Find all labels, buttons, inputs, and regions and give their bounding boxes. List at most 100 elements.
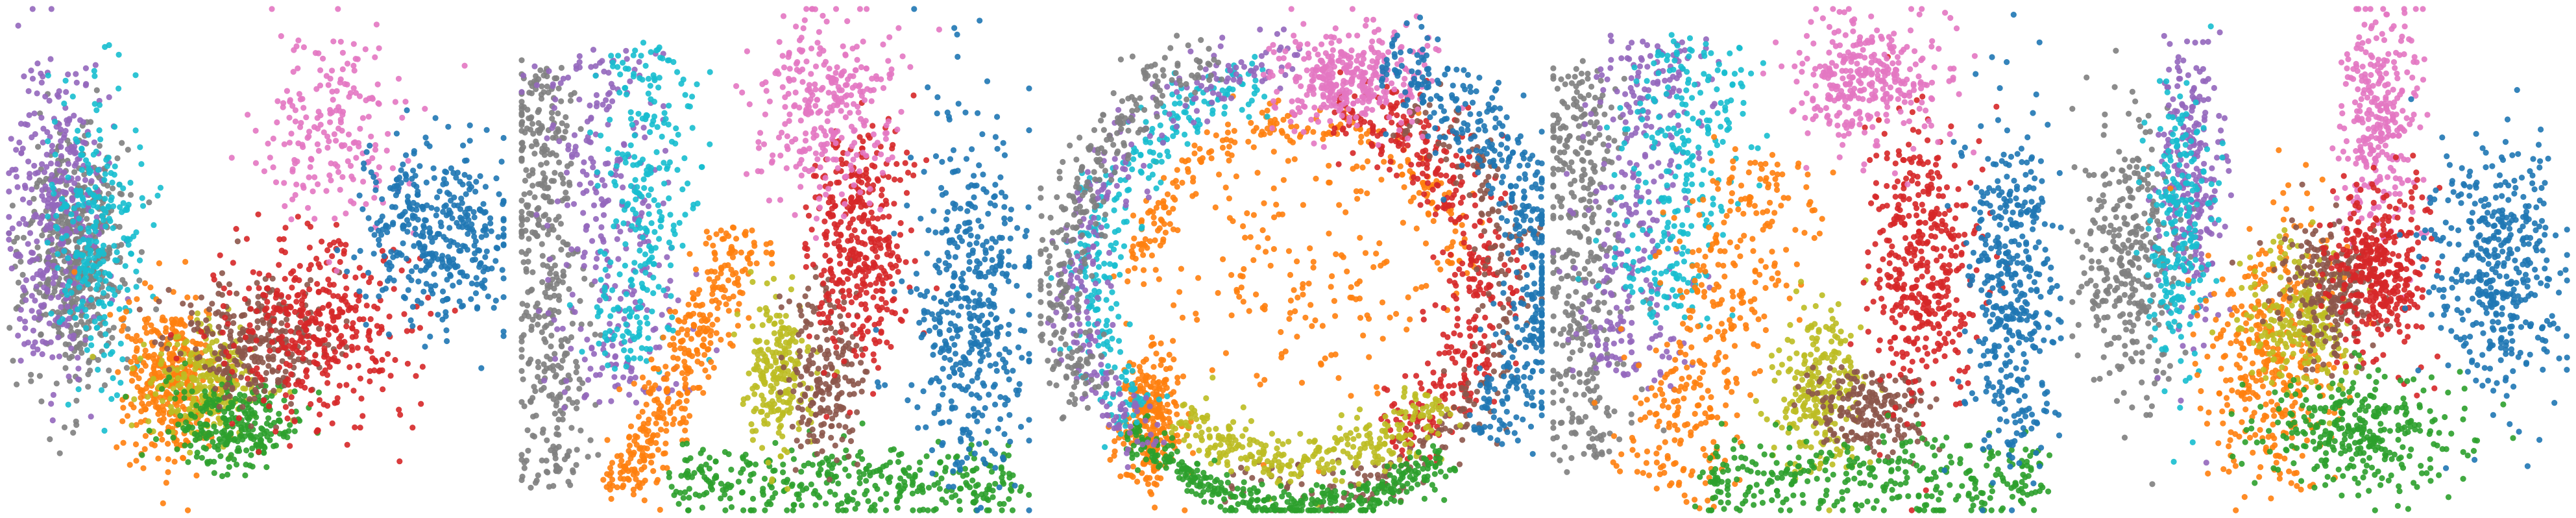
data-point (219, 329, 226, 336)
data-point (426, 225, 433, 232)
data-point (88, 335, 94, 341)
data-point (217, 453, 224, 460)
data-point (6, 188, 12, 195)
data-point (685, 180, 691, 187)
data-point (198, 294, 204, 301)
data-point (444, 338, 450, 345)
data-point (518, 110, 525, 116)
data-point (8, 265, 15, 272)
data-point (949, 494, 955, 500)
data-point (65, 174, 71, 180)
data-point (1018, 484, 1025, 490)
data-point (6, 236, 12, 243)
data-point (119, 140, 125, 146)
data-point (120, 439, 127, 446)
data-point (859, 420, 866, 427)
data-point (96, 143, 103, 149)
data-point (329, 109, 335, 116)
data-point (26, 175, 33, 181)
data-point (655, 84, 662, 91)
data-point (523, 265, 529, 273)
data-point (439, 253, 446, 259)
data-point (668, 244, 675, 251)
data-point (498, 158, 505, 165)
data-point (500, 134, 507, 142)
data-point (66, 315, 73, 322)
data-point (269, 6, 275, 12)
data-point (639, 116, 646, 122)
data-point (199, 454, 205, 461)
data-point (368, 133, 374, 140)
data-point (49, 143, 55, 149)
data-point (621, 142, 627, 148)
data-point (36, 373, 43, 379)
data-point (384, 229, 391, 236)
data-point (335, 6, 341, 12)
data-point (602, 330, 609, 336)
data-point (601, 350, 609, 356)
data-point (45, 196, 52, 203)
data-point (30, 275, 36, 282)
data-point (361, 160, 367, 167)
data-point (399, 114, 406, 121)
data-point (580, 190, 587, 196)
data-point (1006, 496, 1012, 502)
data-point (478, 365, 485, 371)
data-point (581, 263, 587, 269)
data-point (332, 216, 338, 222)
data-point (650, 275, 657, 281)
data-point (500, 217, 507, 224)
data-point (315, 181, 321, 188)
data-point (55, 93, 62, 100)
data-point (293, 181, 300, 188)
data-point (468, 280, 475, 287)
data-point (415, 240, 422, 247)
data-point (114, 444, 120, 450)
data-point (543, 160, 550, 166)
data-point (547, 151, 553, 158)
data-point (263, 336, 269, 342)
data-point (699, 504, 705, 511)
data-point (882, 507, 890, 513)
data-point (657, 217, 664, 224)
data-point (661, 180, 668, 187)
data-point (88, 178, 95, 184)
data-point (377, 280, 383, 287)
data-point (564, 195, 571, 202)
data-point (825, 458, 831, 464)
data-point (73, 149, 79, 156)
data-point (193, 346, 199, 352)
data-point (707, 484, 714, 490)
data-point (415, 188, 421, 195)
data-point (645, 75, 652, 82)
data-point (320, 286, 326, 293)
data-point (181, 395, 188, 401)
data-point (363, 321, 369, 328)
data-point (15, 22, 21, 29)
data-point (285, 351, 291, 357)
data-point (433, 212, 439, 219)
data-point (37, 315, 43, 321)
data-point (620, 333, 626, 339)
data-point (842, 466, 849, 473)
data-point (651, 365, 658, 371)
data-point (631, 449, 637, 456)
data-point (64, 323, 70, 329)
data-point (668, 293, 674, 299)
data-point (984, 486, 991, 493)
data-point (607, 259, 614, 265)
data-point (611, 306, 617, 313)
data-point (422, 217, 430, 224)
data-point (738, 249, 744, 256)
data-point (528, 323, 535, 330)
data-point (352, 424, 358, 431)
data-point (237, 374, 244, 380)
data-point (333, 327, 339, 334)
data-point (640, 234, 646, 241)
data-point (306, 244, 313, 251)
data-point (581, 356, 588, 363)
data-point (46, 320, 53, 327)
data-point (531, 433, 538, 440)
data-point (49, 181, 55, 188)
data-point (1001, 500, 1007, 507)
